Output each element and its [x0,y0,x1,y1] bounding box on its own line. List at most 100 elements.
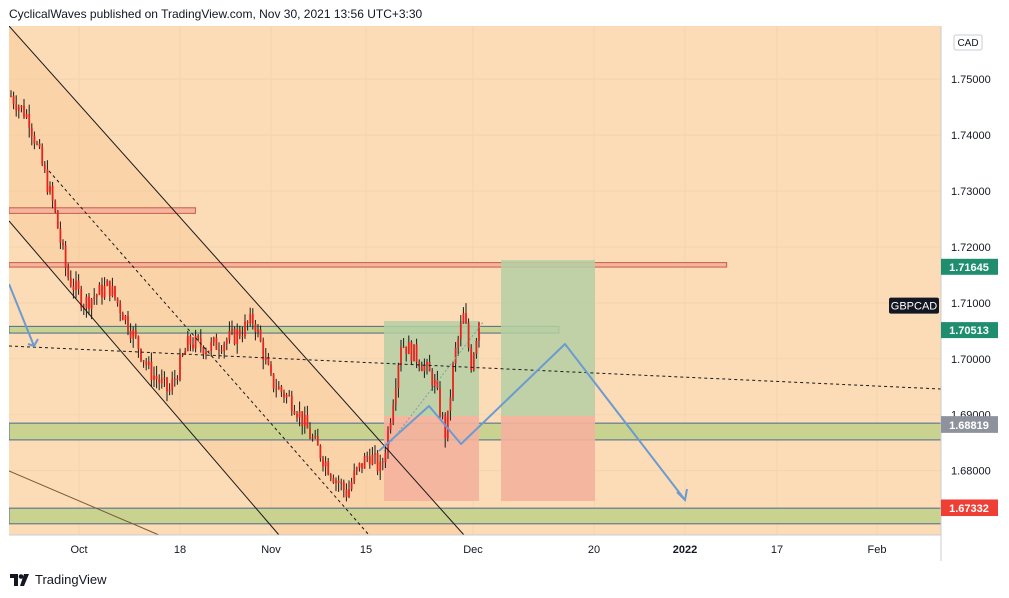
candle-body [348,489,350,498]
candle-body [160,378,163,384]
time-scale-background [9,535,941,561]
candle-body [407,342,410,355]
candle-body [140,349,142,361]
candle-body [283,392,285,398]
candle-body [428,361,431,372]
candle-body [223,343,226,352]
candle-body [363,456,366,469]
candle-body [155,375,158,380]
candle-body [366,456,369,458]
candle-body [228,330,231,340]
currency-badge [953,34,983,51]
candle-body [95,294,98,297]
projection-arrowhead-left [27,338,39,348]
price-label-text: 1.70513 [949,325,989,337]
candle-body [163,377,166,379]
candle-body [298,411,301,418]
candle-body [394,388,397,405]
candle-body [277,386,280,390]
candle-body [33,135,36,144]
channel-lower-line [8,220,280,536]
candle-body [472,353,475,371]
tradingview-brand: TradingView [35,572,107,587]
candle-body [249,313,252,324]
candle-body [361,463,363,469]
projection-arrowhead [676,488,688,503]
candle-body [108,280,111,296]
candle-body [444,415,447,439]
candle-body [93,296,96,299]
candle-body [296,414,298,418]
candle-body [254,323,257,333]
candle-body [259,329,262,342]
candle-body [85,296,88,309]
tradingview-footer[interactable]: TradingView [10,572,107,587]
candle-body [454,347,457,364]
candle-body [121,313,124,321]
candle-body [290,395,293,412]
candle-body [418,361,421,367]
candle-body [106,280,109,286]
candle-body [446,410,449,439]
y-tick-label: 1.71000 [951,298,991,310]
candle-body [251,313,254,324]
candle-body [368,456,371,465]
candle-body [215,337,218,350]
candle-body [478,322,480,341]
candle-body [241,335,244,337]
candle-body [270,364,272,374]
chart-frame[interactable]: 1.75000 1.74000 1.73000 1.72000 1.71000 1.700… [8,25,999,561]
projection-path [378,343,686,501]
price-label-text: 1.71645 [949,262,989,274]
candle-body [285,394,288,398]
candle-body [194,335,197,349]
candle-body [400,347,402,366]
candle-body [355,467,358,471]
candle-body [262,341,265,360]
price-label-green [941,258,998,275]
candle-body [327,461,330,475]
candle-body [332,477,335,483]
candle-body [335,480,337,483]
candle-body [264,357,267,360]
candle-body [267,357,270,365]
position-loss-zone [384,416,479,501]
candle-body [176,378,179,381]
y-tick-label: 1.74000 [951,130,991,142]
candle-body [423,365,426,371]
candle-body [314,435,317,438]
price-label-green [941,322,998,339]
candle-body [137,336,140,350]
candle-body [402,346,405,348]
x-tick-label: Nov [261,544,281,556]
candle-body [309,428,311,439]
candle-body [324,461,327,467]
candlestick-chart[interactable]: 1.75000 1.74000 1.73000 1.72000 1.71000 1.700… [8,25,999,561]
y-tick-label: 1.75000 [951,74,991,86]
candle-body [410,342,413,362]
resistance-zone [8,207,196,214]
candle-body [72,286,75,290]
candle-body [316,435,319,446]
candle-body [28,114,31,128]
candle-body [449,397,452,411]
candle-body [244,321,246,337]
candle-body [459,323,462,339]
candle-body [116,297,119,304]
candle-body [15,104,18,111]
x-tick-label: 15 [360,544,372,556]
y-tick-label: 1.68000 [951,466,991,478]
candle-body [470,347,473,371]
candle-body [210,341,213,351]
candle-body [64,245,67,268]
candle-body [405,346,408,355]
candle-body [293,411,296,415]
candle-body [426,361,428,366]
candle-body [145,361,148,365]
price-label-red [941,500,998,517]
candle-body [114,286,116,298]
price-label-text: 1.68819 [949,420,989,432]
candle-body [246,321,249,324]
candle-body [103,285,106,298]
candle-body [10,95,12,97]
